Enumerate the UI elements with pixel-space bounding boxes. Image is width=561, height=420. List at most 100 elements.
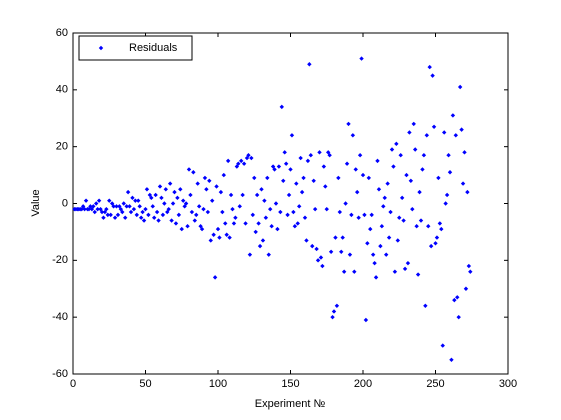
point <box>330 314 335 320</box>
point <box>341 269 347 274</box>
point <box>138 215 144 220</box>
point <box>430 73 435 78</box>
point <box>211 232 216 237</box>
point <box>436 175 441 181</box>
legend-label: Residuals <box>129 42 178 54</box>
point <box>260 238 266 243</box>
point <box>279 104 284 110</box>
point <box>408 178 414 183</box>
point <box>127 204 132 209</box>
point <box>210 198 215 203</box>
point <box>152 215 157 220</box>
point <box>333 235 338 240</box>
point <box>185 224 190 229</box>
point <box>397 215 402 220</box>
point <box>137 204 142 209</box>
point <box>160 212 166 218</box>
point <box>407 130 412 135</box>
point <box>282 150 287 155</box>
point <box>241 161 247 166</box>
point <box>183 201 189 206</box>
point <box>394 141 399 147</box>
point <box>311 178 316 183</box>
point <box>91 204 96 209</box>
point <box>220 209 225 215</box>
point <box>463 286 469 291</box>
point <box>109 201 115 206</box>
point <box>225 158 231 164</box>
point <box>366 175 371 181</box>
point <box>94 201 99 206</box>
point <box>101 215 106 220</box>
point <box>230 206 235 212</box>
point <box>217 235 222 240</box>
point <box>256 221 261 226</box>
point <box>228 192 234 198</box>
point <box>195 181 200 186</box>
point <box>233 215 238 220</box>
point <box>254 192 260 198</box>
point <box>427 64 432 70</box>
point <box>250 212 255 218</box>
point <box>312 206 318 212</box>
point <box>262 198 267 203</box>
point <box>386 235 392 240</box>
point <box>405 260 411 266</box>
point <box>420 167 425 172</box>
x-tick-label: 100 <box>209 378 227 390</box>
point <box>269 224 274 229</box>
point <box>159 195 164 201</box>
x-tick-label: 50 <box>139 378 151 390</box>
point <box>188 192 193 198</box>
point <box>244 155 250 161</box>
point <box>381 204 386 209</box>
point <box>466 263 472 269</box>
point <box>426 224 431 229</box>
point <box>399 195 405 201</box>
point <box>352 269 357 274</box>
point <box>141 218 147 223</box>
point <box>304 238 309 243</box>
point <box>449 357 454 362</box>
point <box>379 224 385 229</box>
point <box>221 172 226 178</box>
point <box>331 309 337 314</box>
point <box>176 212 182 218</box>
point <box>289 133 295 138</box>
point <box>265 175 270 181</box>
point <box>281 178 286 183</box>
point <box>82 206 87 212</box>
point <box>347 252 353 257</box>
point <box>360 172 366 178</box>
point <box>398 152 403 158</box>
point <box>99 209 105 215</box>
point <box>111 204 116 209</box>
point <box>310 243 315 249</box>
point <box>215 226 221 232</box>
point <box>369 212 374 218</box>
point <box>214 184 219 189</box>
point <box>340 235 345 240</box>
point <box>163 187 168 192</box>
point <box>257 243 263 249</box>
point <box>378 243 383 249</box>
point <box>395 238 400 243</box>
point <box>418 218 424 223</box>
point <box>247 252 253 257</box>
point <box>359 56 364 61</box>
point <box>447 170 453 175</box>
point <box>336 175 341 181</box>
point <box>273 201 279 206</box>
point <box>424 133 429 138</box>
point <box>275 226 280 232</box>
point <box>434 235 440 240</box>
point <box>455 295 460 300</box>
point <box>456 314 461 320</box>
point <box>283 161 289 166</box>
x-tick-label: 0 <box>70 378 76 390</box>
point <box>457 84 463 90</box>
point <box>315 258 321 263</box>
x-tick-label: 200 <box>354 378 372 390</box>
point <box>236 161 241 166</box>
point <box>130 195 135 201</box>
